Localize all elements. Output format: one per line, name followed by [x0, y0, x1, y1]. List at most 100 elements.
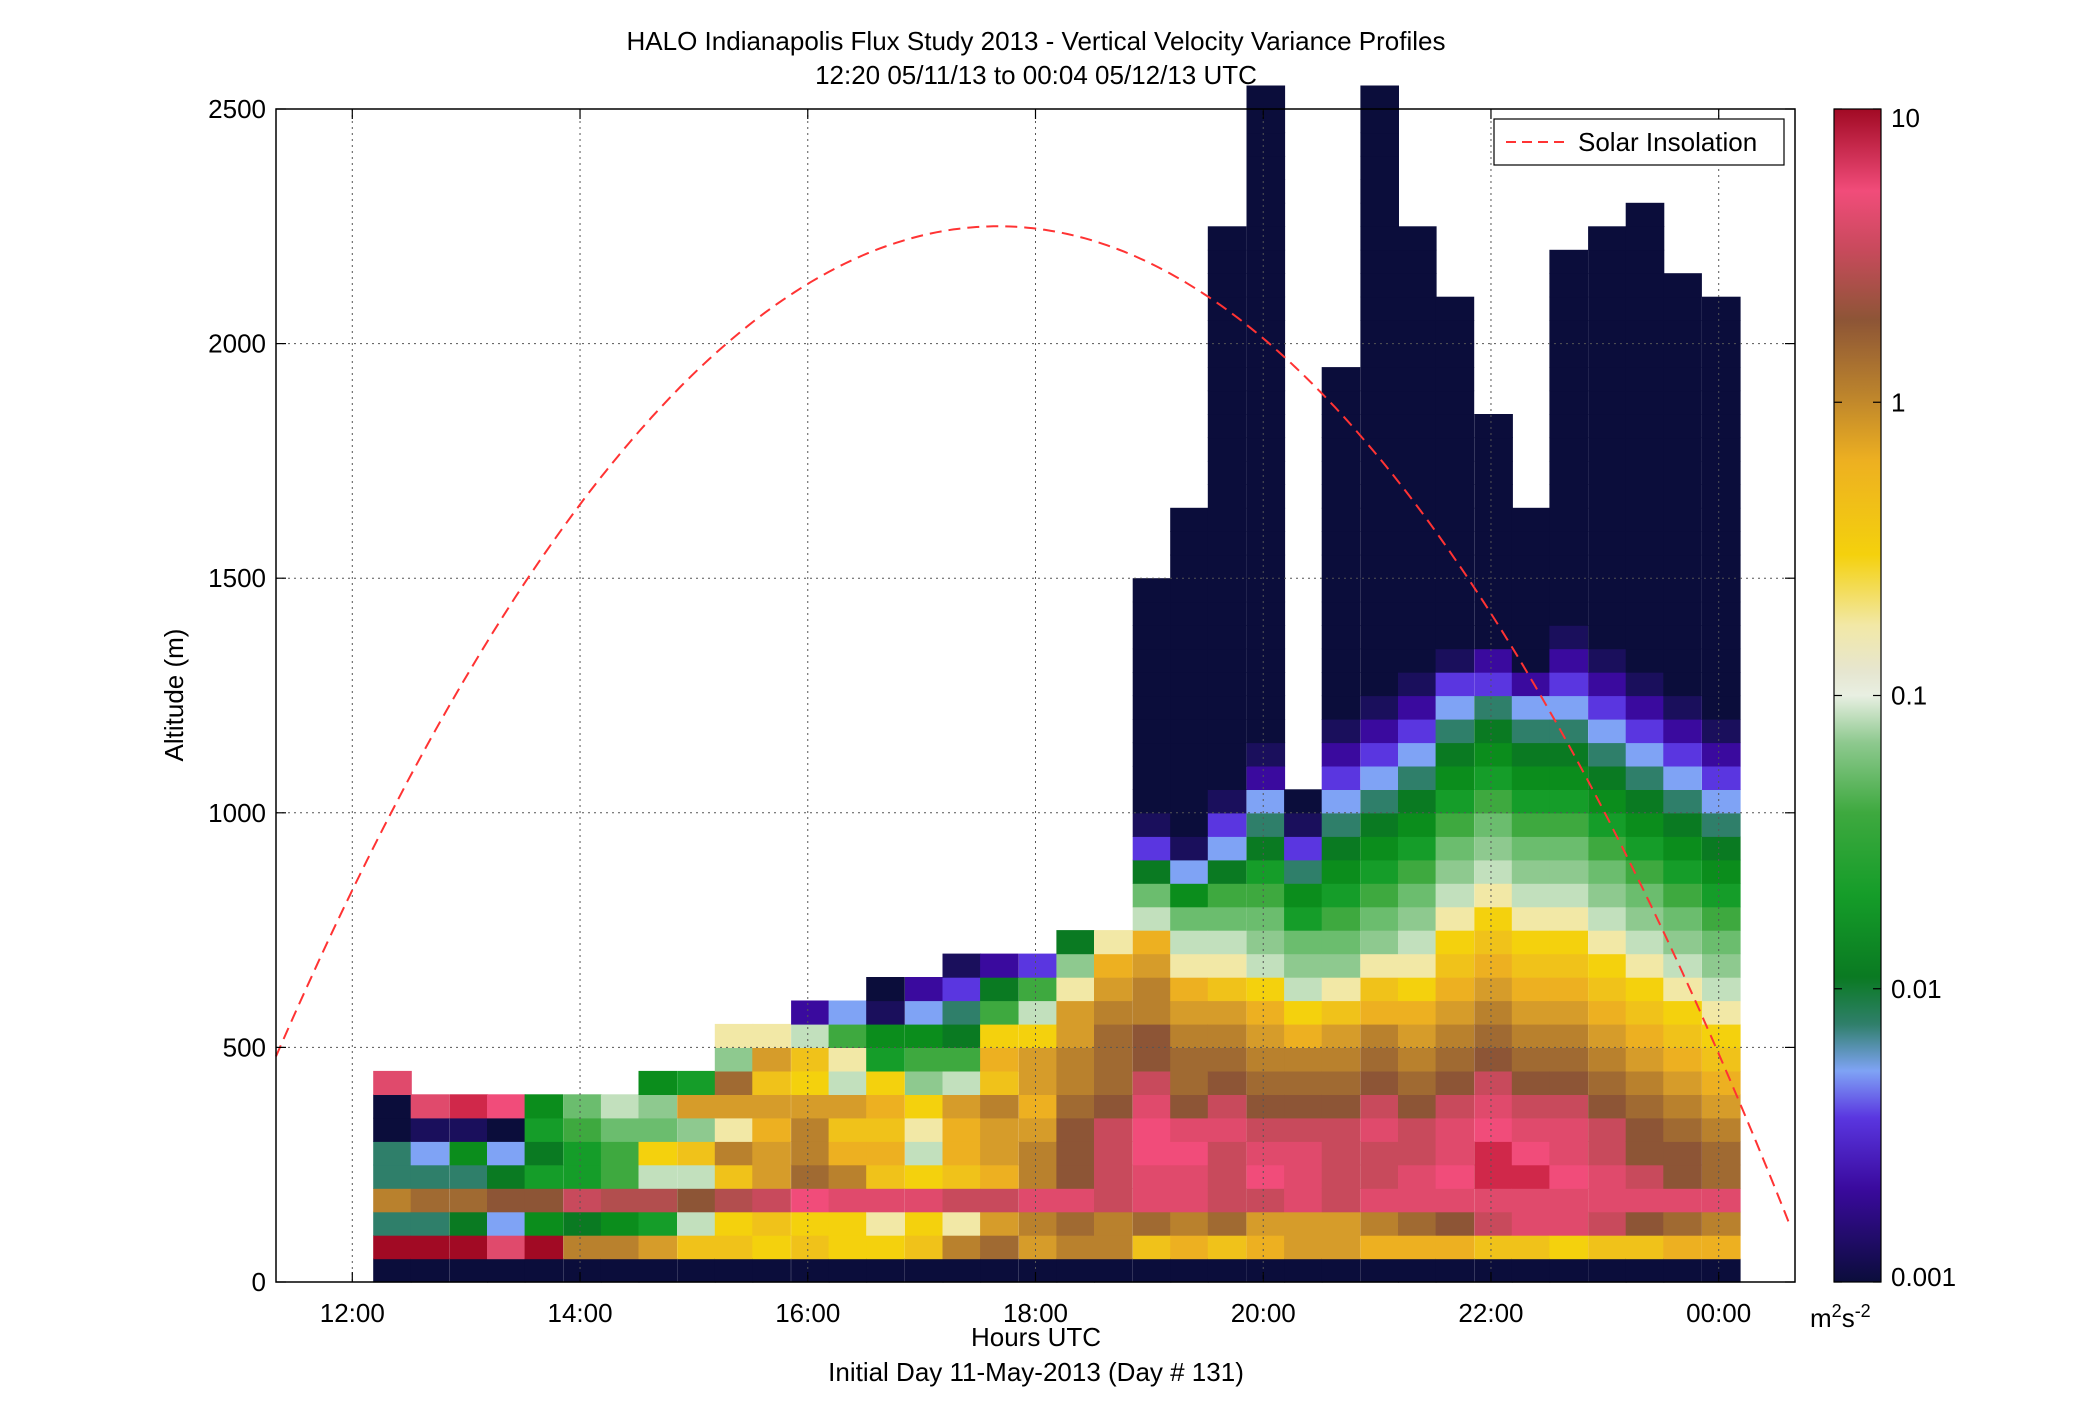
heatmap-cell — [563, 1188, 602, 1213]
heatmap-cell — [1625, 202, 1665, 227]
heatmap-cell — [1625, 1188, 1665, 1213]
heatmap-cell — [1435, 1000, 1475, 1025]
heatmap-cell — [1321, 1188, 1361, 1213]
heatmap-cell — [638, 1211, 678, 1236]
heatmap-cell — [677, 1235, 716, 1260]
heatmap-cell — [1398, 719, 1437, 744]
heatmap-cell — [1511, 1117, 1551, 1142]
heatmap-cell — [1549, 531, 1588, 556]
heatmap-cell — [1435, 859, 1475, 884]
heatmap-cell — [1246, 1258, 1286, 1283]
heatmap-cell — [1663, 1188, 1702, 1213]
heatmap-cell — [1474, 930, 1513, 955]
heatmap-cell — [1360, 1188, 1399, 1213]
heatmap-cell — [1321, 1070, 1361, 1095]
heatmap-cell — [752, 1094, 791, 1119]
heatmap-cell — [1625, 836, 1665, 861]
heatmap-cell — [1132, 930, 1172, 955]
heatmap-cell — [1321, 507, 1361, 532]
heatmap-cell — [524, 1117, 564, 1142]
heatmap-cell — [1511, 1023, 1551, 1048]
heatmap-cell — [1625, 460, 1665, 485]
heatmap-cell — [1170, 1117, 1209, 1142]
heatmap-cell — [1132, 1164, 1172, 1189]
heatmap-cell — [1321, 390, 1361, 415]
heatmap-cell — [1625, 414, 1665, 439]
heatmap-cell — [904, 1211, 944, 1236]
heatmap-cell — [1321, 1211, 1361, 1236]
heatmap-cell — [980, 953, 1019, 978]
heatmap-cell — [1588, 1117, 1627, 1142]
heatmap-cell — [791, 1211, 830, 1236]
heatmap-cell — [1435, 414, 1475, 439]
heatmap-cell — [1170, 1047, 1209, 1072]
heatmap-cell — [524, 1235, 564, 1260]
heatmap-cell — [1435, 789, 1475, 814]
heatmap-cell — [1663, 578, 1702, 603]
heatmap-cell — [1474, 625, 1513, 650]
heatmap-cell — [1207, 859, 1247, 884]
heatmap-cell — [1360, 273, 1399, 298]
heatmap-cell — [866, 1188, 905, 1213]
heatmap-cell — [1246, 132, 1286, 157]
heatmap-cell — [1511, 836, 1551, 861]
heatmap-cell — [1398, 977, 1437, 1002]
heatmap-cell — [1132, 1211, 1172, 1236]
heatmap-cell — [524, 1094, 564, 1119]
heatmap-cell — [1246, 1070, 1286, 1095]
heatmap-cell — [1321, 672, 1361, 697]
colorbar-ticks: 10 1 0.1 0.01 0.001 — [1834, 103, 1956, 1292]
heatmap-cell — [1435, 507, 1475, 532]
heatmap-cell — [1663, 789, 1702, 814]
heatmap-cell — [1246, 460, 1286, 485]
heatmap-cell — [677, 1258, 716, 1283]
heatmap-cell — [1702, 320, 1741, 345]
heatmap-cell — [1170, 601, 1209, 626]
heatmap-cell — [1207, 554, 1247, 579]
heatmap-cell — [1207, 719, 1247, 744]
heatmap-cell — [1625, 320, 1665, 345]
heatmap-cell — [1094, 1211, 1133, 1236]
heatmap-cell — [1246, 695, 1286, 720]
heatmap-cell — [1321, 1094, 1361, 1119]
heatmap-cell — [1398, 273, 1437, 298]
heatmap-cell — [1588, 390, 1627, 415]
heatmap-cell — [677, 1094, 716, 1119]
heatmap-cell — [1246, 531, 1286, 556]
heatmap-cell — [1207, 1235, 1247, 1260]
heatmap-cell — [1549, 249, 1588, 274]
y-axis-label: Altitude (m) — [159, 629, 189, 762]
heatmap-cell — [1360, 109, 1399, 134]
heatmap-cell — [1207, 765, 1247, 790]
heatmap-cell — [1474, 437, 1513, 462]
heatmap-cell — [1170, 1023, 1209, 1048]
heatmap-cell — [1360, 578, 1399, 603]
heatmap-cell — [791, 1047, 830, 1072]
heatmap-cell — [1435, 812, 1475, 837]
heatmap-cell — [1625, 1070, 1665, 1095]
heatmap-cell — [487, 1235, 526, 1260]
heatmap-cell — [1549, 273, 1588, 298]
heatmap-cell — [752, 1188, 791, 1213]
heatmap-cell — [1321, 625, 1361, 650]
heatmap-cell — [1132, 1235, 1172, 1260]
heatmap-cell — [1474, 648, 1513, 673]
heatmap-cell — [1663, 719, 1702, 744]
heatmap-cell — [1360, 1070, 1399, 1095]
heatmap-cell — [1321, 1235, 1361, 1260]
heatmap-cell — [1474, 601, 1513, 626]
heatmap-cell — [1474, 1047, 1513, 1072]
heatmap-cell — [1360, 1141, 1399, 1166]
heatmap-cell — [1588, 742, 1627, 767]
heatmap-cell — [942, 1117, 982, 1142]
heatmap-cell — [866, 1070, 905, 1095]
heatmap-cell — [1360, 930, 1399, 955]
heatmap-cell — [1702, 296, 1741, 321]
heatmap-cell — [638, 1117, 678, 1142]
heatmap-cell — [1702, 343, 1741, 368]
heatmap-cell — [1207, 742, 1247, 767]
heatmap-cell — [1360, 742, 1399, 767]
heatmap-cell — [1474, 765, 1513, 790]
heatmap-cell — [1207, 249, 1247, 274]
heatmap-cell — [1018, 1141, 1058, 1166]
